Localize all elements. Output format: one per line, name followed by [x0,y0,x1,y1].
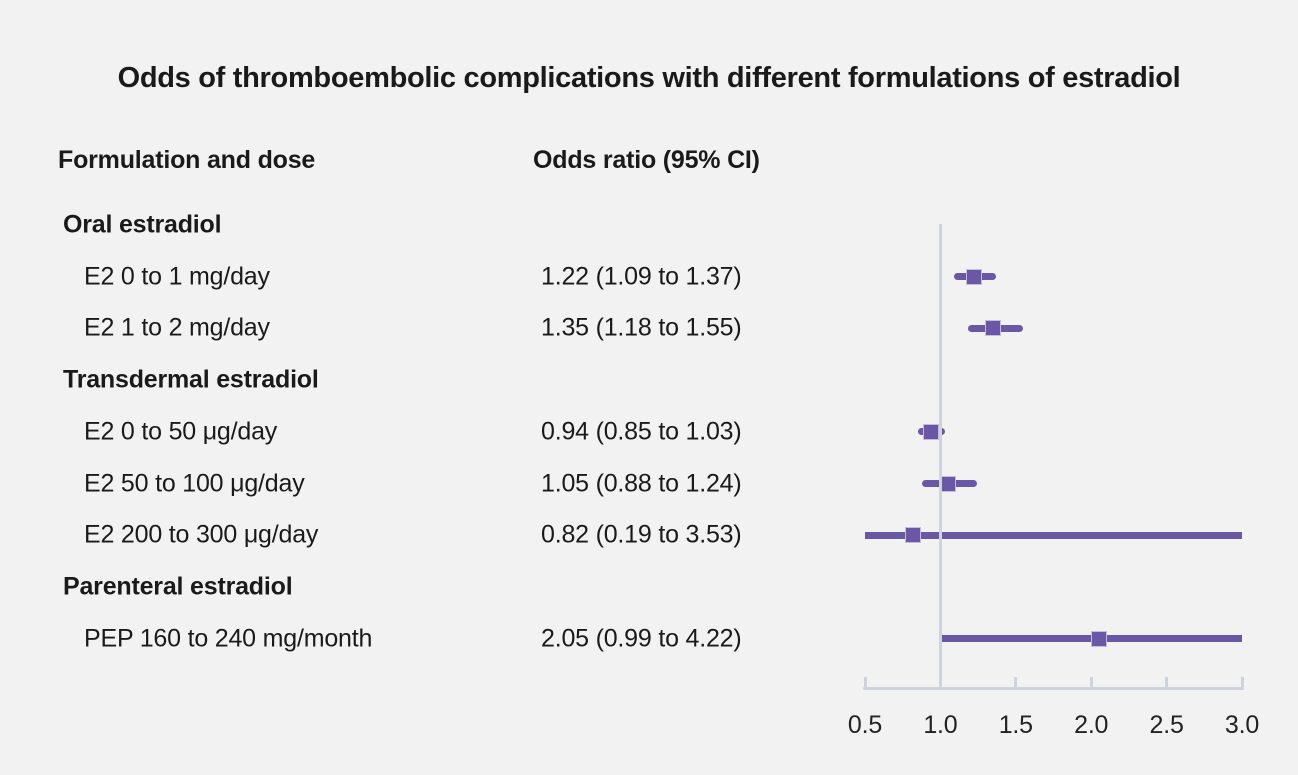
row-value: 1.22 (1.09 to 1.37) [541,262,742,291]
point-estimate-marker [1090,630,1107,647]
section-label: Oral estradiol [63,210,222,239]
x-axis-tick-label: 0.5 [847,711,883,739]
x-axis-tick [1014,677,1018,687]
point-estimate-marker [905,527,922,544]
reference-line [938,224,942,690]
point-estimate-marker [923,423,940,440]
point-estimate-marker [985,320,1002,337]
figure-title: Odds of thromboembolic complications wit… [117,62,1181,94]
ci-line [865,531,1242,539]
x-axis-tick [1165,677,1169,687]
x-axis-tick [938,677,942,687]
row-label: E2 50 to 100 μg/day [84,469,305,497]
x-axis-tick-label: 2.0 [1074,711,1109,739]
row-label: E2 0 to 1 mg/day [84,262,270,291]
row-label: E2 200 to 300 μg/day [84,520,319,549]
row-value: 1.05 (0.88 to 1.24) [541,469,742,497]
x-axis [863,687,1244,690]
row-value: 2.05 (0.99 to 4.22) [541,624,742,653]
section-label: Transdermal estradiol [63,365,319,394]
row-value: 0.94 (0.85 to 1.03) [541,417,742,446]
x-axis-tick [863,677,867,687]
point-estimate-marker [965,268,982,285]
x-axis-tick-label: 1.0 [923,711,958,739]
column-header-formulation: Formulation and dose [58,146,316,174]
point-estimate-marker [939,475,956,492]
x-axis-tick-label: 3.0 [1224,711,1260,739]
x-axis-tick [1089,677,1093,687]
row-label: E2 1 to 2 mg/day [84,313,270,342]
row-value: 0.82 (0.19 to 3.53) [541,520,742,549]
column-header-odds-ratio: Odds ratio (95% CI) [533,146,760,174]
x-axis-tick [1240,677,1244,687]
section-label: Parenteral estradiol [63,572,293,601]
ci-line [938,635,1242,643]
row-label: PEP 160 to 240 mg/month [84,624,373,653]
row-label: E2 0 to 50 μg/day [84,417,278,446]
x-axis-tick-label: 1.5 [998,711,1033,739]
x-axis-tick-label: 2.5 [1149,711,1184,739]
row-value: 1.35 (1.18 to 1.55) [541,313,742,342]
